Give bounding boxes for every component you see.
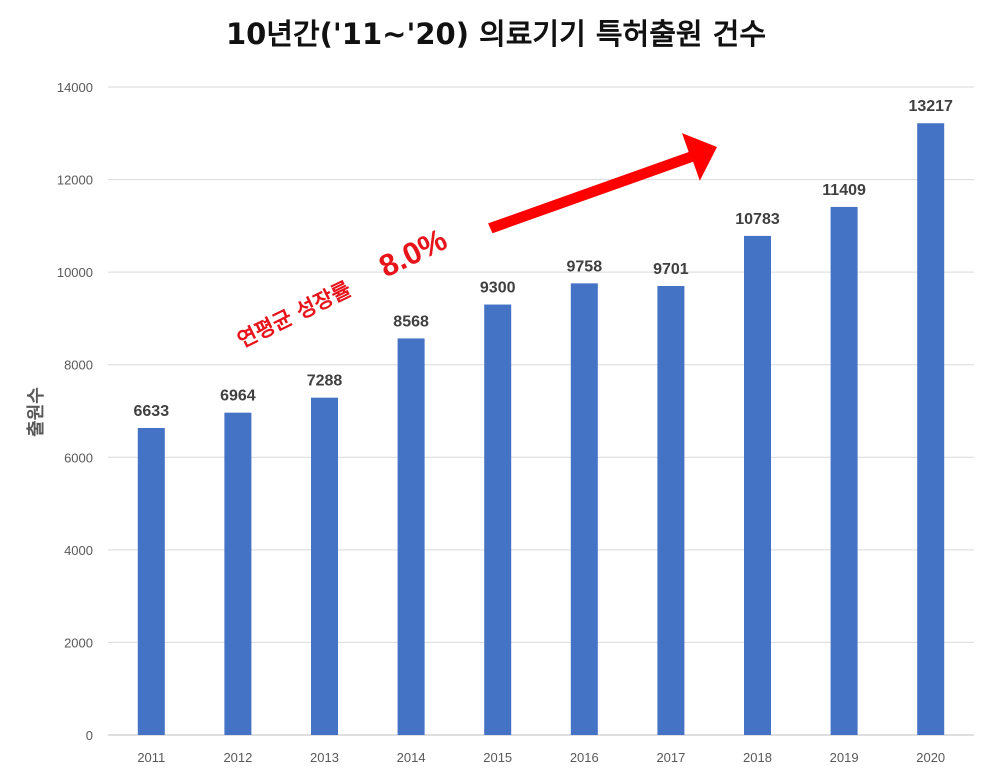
y-tick-label: 14000 — [57, 80, 93, 95]
y-axis-label: 출원수 — [26, 387, 47, 437]
bar — [917, 123, 945, 736]
data-label: 9300 — [480, 280, 516, 297]
x-tick-label: 2015 — [483, 750, 512, 765]
data-label: 9701 — [653, 261, 689, 278]
x-tick-label: 2017 — [656, 750, 685, 765]
growth-annotation: 연평균 성장률 8.0% — [234, 222, 453, 353]
x-axis-ticks: 2011 2012 2013 2014 2015 2016 2017 2018 2019 2020 — [137, 750, 945, 765]
x-tick-label: 2013 — [310, 750, 339, 765]
bar — [830, 206, 858, 736]
bar — [137, 427, 165, 735]
data-label: 10783 — [735, 211, 780, 228]
y-tick-label: 4000 — [64, 543, 93, 558]
bar — [311, 397, 338, 735]
bars — [137, 123, 945, 736]
y-tick-label: 8000 — [64, 358, 93, 373]
data-label: 7288 — [307, 373, 343, 390]
bar — [484, 304, 512, 735]
bar — [570, 283, 598, 735]
growth-annotation-value: 8.0% — [374, 222, 453, 284]
x-tick-label: 2019 — [830, 750, 859, 765]
bar — [224, 412, 252, 735]
y-tick-label: 6000 — [64, 450, 93, 465]
data-labels: 6633 6964 7288 8568 9300 9758 9701 10783 11409 13… — [134, 98, 954, 420]
data-label: 13217 — [908, 98, 953, 115]
gridlines — [108, 86, 974, 736]
x-tick-label: 2012 — [223, 750, 252, 765]
x-tick-label: 2020 — [916, 750, 945, 765]
growth-arrow-icon — [488, 133, 717, 234]
bar — [397, 338, 425, 735]
y-tick-label: 0 — [86, 728, 93, 743]
x-tick-label: 2014 — [397, 750, 426, 765]
x-tick-label: 2018 — [743, 750, 772, 765]
y-tick-label: 12000 — [57, 173, 93, 188]
data-label: 8568 — [393, 313, 429, 330]
bar — [657, 285, 685, 735]
x-tick-label: 2016 — [570, 750, 599, 765]
growth-annotation-text: 연평균 성장률 — [234, 277, 355, 353]
y-axis-ticks: 0 2000 4000 6000 8000 10000 12000 14000 — [57, 80, 93, 743]
chart-title: 10년간('11~'20) 의료기기 특허출원 건수 — [226, 17, 766, 51]
data-label: 6964 — [220, 388, 256, 405]
y-tick-label: 2000 — [64, 635, 93, 650]
data-label: 11409 — [822, 182, 866, 199]
bar — [744, 235, 771, 736]
x-tick-label: 2011 — [137, 750, 165, 765]
data-label: 6633 — [134, 403, 170, 420]
data-label: 9758 — [567, 258, 603, 275]
y-tick-label: 10000 — [57, 265, 93, 280]
